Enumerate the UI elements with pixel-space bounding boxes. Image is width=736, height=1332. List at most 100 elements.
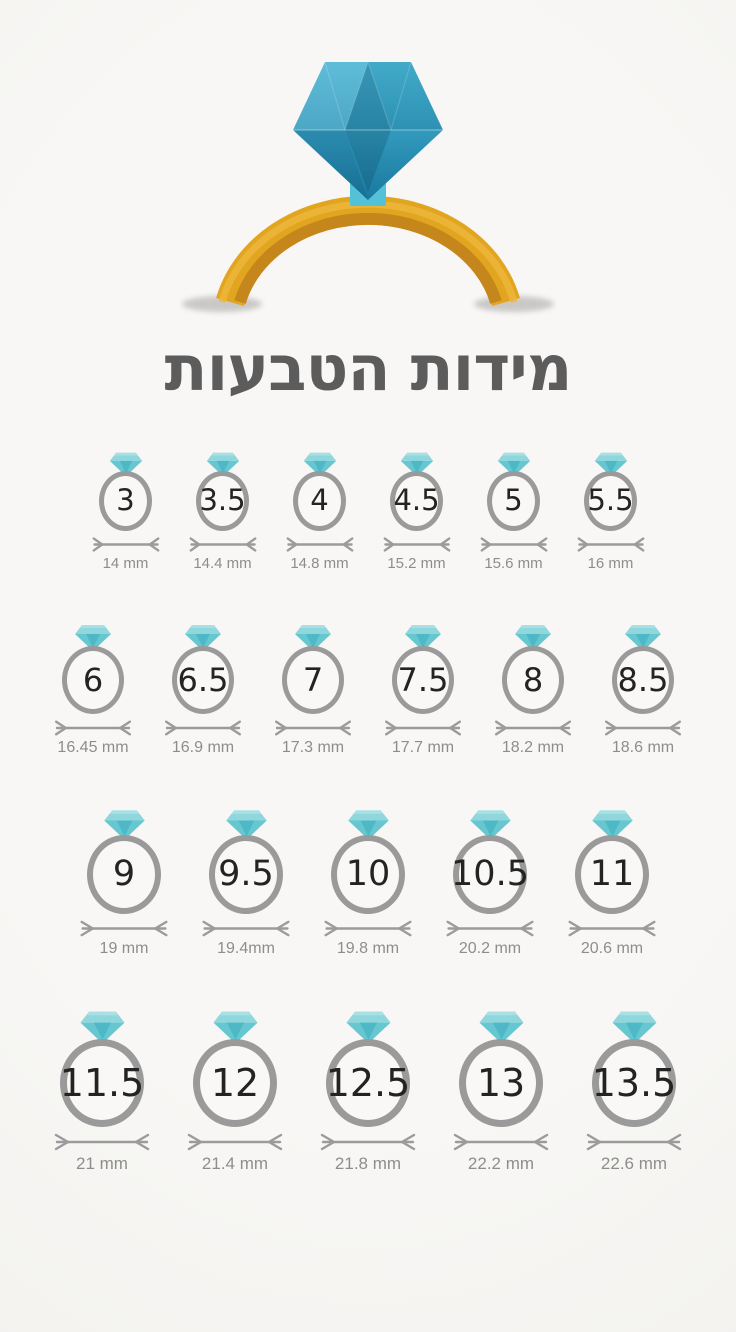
measurement-line bbox=[603, 719, 683, 737]
ring-illustration bbox=[158, 0, 578, 324]
ring-size-item: 3.5 14.4 mm bbox=[174, 451, 271, 571]
diameter-label: 14.8 mm bbox=[290, 554, 349, 572]
small-diamond-icon bbox=[611, 1011, 657, 1044]
diameter-label: 16 mm bbox=[587, 554, 634, 572]
small-diamond-icon bbox=[75, 624, 111, 651]
ring-circle: 8 bbox=[502, 645, 564, 714]
ring-circle: 8.5 bbox=[612, 645, 674, 714]
gold-band-inner-stripe bbox=[234, 212, 502, 304]
ring-size-label: 6 bbox=[82, 660, 104, 699]
measurement-line bbox=[451, 1132, 551, 1152]
ring-size-item: 10 19.8 mm bbox=[307, 808, 429, 957]
ring-size-item: 11.5 21 mm bbox=[36, 1009, 169, 1172]
small-diamond-icon bbox=[109, 452, 142, 476]
measurement-line bbox=[584, 1132, 684, 1152]
measurement-line bbox=[444, 919, 536, 938]
ring-circle: 5.5 bbox=[584, 470, 637, 531]
ring-size-item: 4 14.8 mm bbox=[271, 451, 368, 571]
ring-size-label: 4.5 bbox=[393, 483, 440, 518]
ring-size-label: 10.5 bbox=[451, 853, 529, 894]
ring-size-label: 11 bbox=[589, 853, 635, 894]
small-diamond-icon bbox=[515, 624, 551, 651]
ring-size-label: 7.5 bbox=[397, 660, 449, 699]
ring-size-item: 7 17.3 mm bbox=[258, 623, 368, 756]
ring-size-item: 5.5 16 mm bbox=[562, 451, 659, 571]
ring-circle: 6.5 bbox=[172, 645, 234, 714]
ring-size-label: 3 bbox=[116, 483, 135, 518]
small-diamond-icon bbox=[469, 810, 511, 840]
ring-size-item: 12 21.4 mm bbox=[169, 1009, 302, 1172]
ring-circle: 5 bbox=[487, 470, 540, 531]
ring-circle: 13.5 bbox=[591, 1038, 677, 1127]
measurement-line bbox=[479, 536, 549, 553]
measurement-line bbox=[163, 719, 243, 737]
diameter-label: 19 mm bbox=[99, 939, 149, 957]
ring-size-label: 11.5 bbox=[59, 1060, 145, 1105]
measurement-line bbox=[91, 536, 161, 553]
ring-circle: 12.5 bbox=[325, 1038, 411, 1127]
ring-circle: 7.5 bbox=[392, 645, 454, 714]
ring-size-item: 8.5 18.6 mm bbox=[588, 623, 698, 756]
ring-circle: 10.5 bbox=[451, 834, 529, 914]
diameter-label: 16.9 mm bbox=[171, 738, 235, 756]
small-diamond-icon bbox=[295, 624, 331, 651]
measurement-line bbox=[383, 719, 463, 737]
measurement-line bbox=[382, 536, 452, 553]
small-diamond-icon bbox=[206, 452, 239, 476]
small-diamond-icon bbox=[625, 624, 661, 651]
ring-size-label: 13.5 bbox=[591, 1060, 677, 1105]
ring-size-label: 12.5 bbox=[325, 1060, 411, 1105]
ring-size-label: 3.5 bbox=[199, 483, 246, 518]
ring-size-item: 11 20.6 mm bbox=[551, 808, 673, 957]
small-diamond-icon bbox=[347, 810, 389, 840]
small-diamond-icon bbox=[405, 624, 441, 651]
ring-size-label: 8 bbox=[522, 660, 544, 699]
ring-circle: 9.5 bbox=[209, 834, 283, 914]
ring-size-label: 13 bbox=[476, 1060, 526, 1105]
small-diamond-icon bbox=[185, 624, 221, 651]
ring-circle: 11 bbox=[575, 834, 649, 914]
small-diamond-icon bbox=[212, 1011, 258, 1044]
ring-circle: 3 bbox=[99, 470, 152, 531]
ring-size-row-4: 11.5 21 mm 12 21.4 mm bbox=[0, 1009, 736, 1172]
ring-size-label: 12 bbox=[210, 1060, 260, 1105]
measurement-line bbox=[318, 1132, 418, 1152]
gold-band bbox=[216, 195, 520, 307]
ring-size-item: 6.5 16.9 mm bbox=[148, 623, 258, 756]
ring-size-label: 7 bbox=[302, 660, 324, 699]
diameter-label: 18.2 mm bbox=[501, 738, 565, 756]
small-diamond-icon bbox=[225, 810, 267, 840]
ring-circle: 4.5 bbox=[390, 470, 443, 531]
small-diamond-icon bbox=[400, 452, 433, 476]
diameter-label: 18.6 mm bbox=[611, 738, 675, 756]
ring-circle: 3.5 bbox=[196, 470, 249, 531]
ring-size-label: 5 bbox=[504, 483, 523, 518]
ring-size-label: 10 bbox=[345, 853, 391, 894]
diameter-label: 21 mm bbox=[76, 1153, 128, 1173]
diameter-label: 21.4 mm bbox=[201, 1153, 269, 1173]
ring-size-item: 13.5 22.6 mm bbox=[568, 1009, 701, 1172]
small-diamond-icon bbox=[594, 452, 627, 476]
diameter-label: 19.8 mm bbox=[336, 939, 400, 957]
ring-size-label: 9.5 bbox=[218, 853, 274, 894]
ring-size-item: 8 18.2 mm bbox=[478, 623, 588, 756]
ring-size-label: 9 bbox=[112, 853, 136, 894]
ring-circle: 12 bbox=[193, 1038, 277, 1127]
measurement-line bbox=[53, 719, 133, 737]
ring-circle: 6 bbox=[62, 645, 124, 714]
ring-circle: 7 bbox=[282, 645, 344, 714]
ring-size-rows: 3 14 mm 3.5 14.4 mm 4 bbox=[0, 451, 736, 1172]
ring-size-item: 7.5 17.7 mm bbox=[368, 623, 478, 756]
measurement-line bbox=[200, 919, 292, 938]
big-diamond bbox=[293, 61, 443, 200]
ring-size-row-3: 9 19 mm 9.5 19.4mm 10 bbox=[0, 808, 736, 957]
diameter-label: 22.2 mm bbox=[467, 1153, 535, 1173]
diameter-label: 17.7 mm bbox=[391, 738, 455, 756]
small-diamond-icon bbox=[497, 452, 530, 476]
small-diamond-icon bbox=[103, 810, 145, 840]
measurement-line bbox=[566, 919, 658, 938]
diameter-label: 20.6 mm bbox=[580, 939, 644, 957]
diameter-label: 21.8 mm bbox=[334, 1153, 402, 1173]
diameter-label: 19.4mm bbox=[217, 939, 275, 957]
